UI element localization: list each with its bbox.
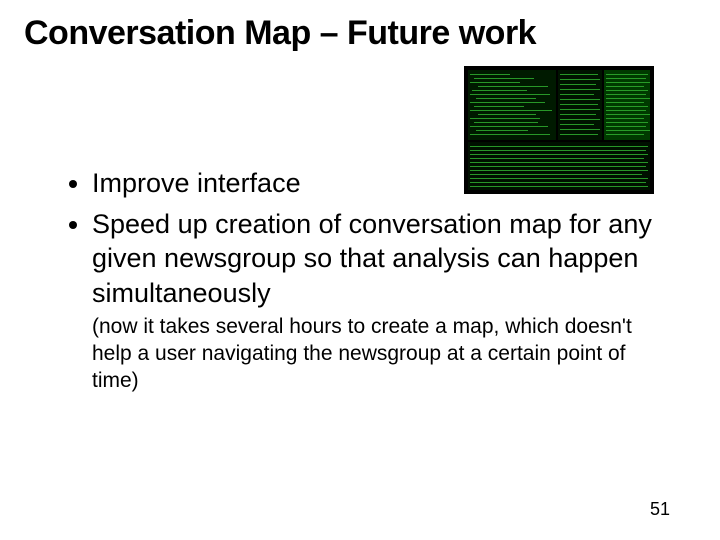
bullet-item: Improve interface: [92, 166, 664, 201]
bullet-text: Speed up creation of conversation map fo…: [92, 209, 652, 308]
bullet-subnote: (now it takes several hours to create a …: [92, 314, 664, 395]
slide-body: Improve interface Speed up creation of c…: [56, 166, 664, 401]
bullet-text: Improve interface: [92, 168, 301, 198]
page-number: 51: [650, 499, 670, 520]
bullet-list: Improve interface Speed up creation of c…: [56, 166, 664, 395]
slide-title: Conversation Map – Future work: [24, 14, 696, 53]
slide: Conversation Map – Future work: [0, 0, 720, 540]
bullet-item: Speed up creation of conversation map fo…: [92, 207, 664, 395]
